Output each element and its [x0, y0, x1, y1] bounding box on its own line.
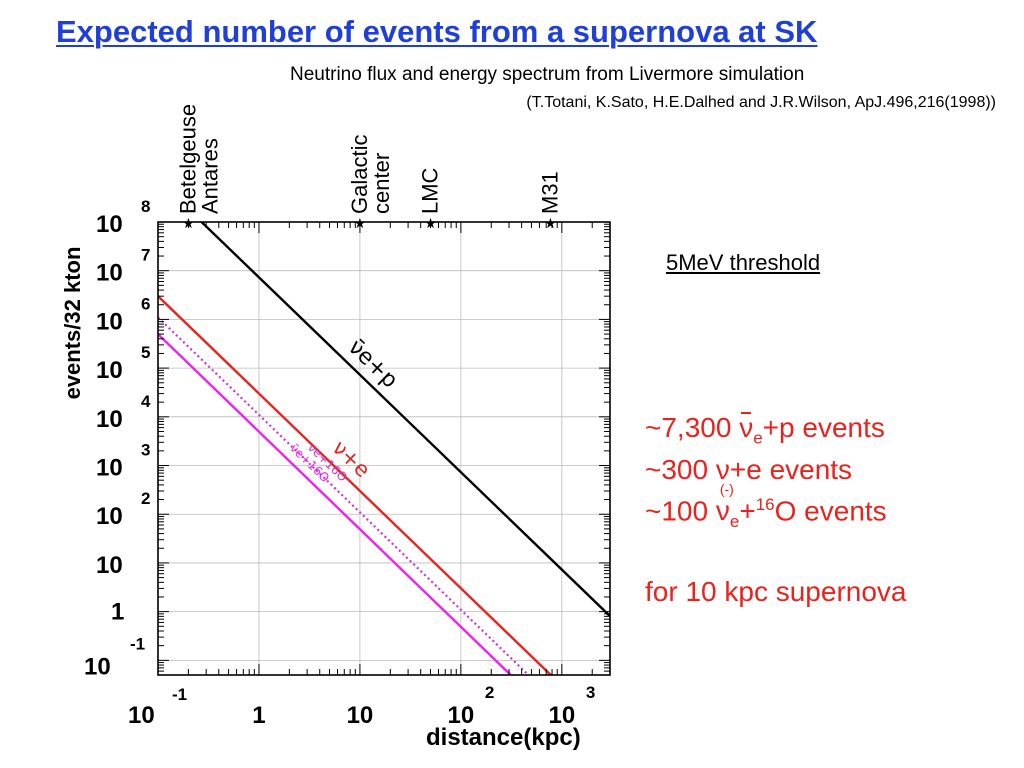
svg-text:-1: -1 [172, 685, 187, 704]
svg-text:10: 10 [96, 211, 123, 238]
source-star-icon: ★ [544, 216, 557, 232]
threshold-label: 5MeV threshold [666, 250, 821, 275]
antineutrino-symbol: ν [739, 412, 754, 443]
ticks [157, 222, 611, 676]
x-tick-label: 10 [347, 702, 374, 729]
source-star-icon: ★ [424, 216, 437, 232]
svg-text:10: 10 [347, 702, 374, 729]
source-label: Betelgeuse [175, 104, 200, 214]
series [158, 222, 610, 675]
svg-text:10: 10 [96, 552, 123, 579]
svg-text:10: 10 [96, 406, 123, 433]
svg-text:2: 2 [141, 489, 150, 508]
svg-text:3: 3 [141, 441, 150, 460]
y-tick-label: 10 2 [96, 489, 150, 530]
y-tick-label: 10 4 [96, 392, 151, 433]
svg-text:10: 10 [96, 503, 123, 530]
source-label: M31 [537, 171, 562, 214]
source-label: LMC [417, 167, 442, 214]
x-tick-label: 1 [252, 702, 265, 729]
svg-text:10: 10 [548, 702, 575, 729]
y-tick-label: 10 [96, 552, 123, 579]
summary-line-antinue-p: ~7,300 νe+p events [645, 412, 885, 448]
source-label: Antares [197, 138, 222, 214]
svg-text:1: 1 [111, 599, 124, 626]
x-tick-label: 10 3 [548, 683, 595, 729]
neutrino-or-antineutrino-symbol: (-) ν [715, 481, 734, 527]
source-star-icon: ★ [182, 216, 195, 232]
svg-text:10: 10 [448, 702, 475, 729]
svg-text:1: 1 [252, 702, 265, 729]
x-tick-label: 10 -1 [128, 685, 187, 729]
curve-label: ν̄e+p [343, 335, 402, 393]
y-tick-label: 10 3 [96, 441, 150, 482]
slide-title: Expected number of events from a superno… [56, 14, 818, 49]
series-line-0 [199, 222, 610, 617]
y-tick-label: 10 5 [96, 343, 150, 384]
x-axis-label: distance(kpc) [426, 724, 581, 751]
reference-citation: (T.Totani, K.Sato, H.E.Dalhed and J.R.Wi… [526, 94, 996, 111]
svg-text:10: 10 [96, 260, 123, 287]
y-tick-label: 1 [111, 599, 124, 626]
source-star-icon: ★ [354, 216, 367, 232]
summary-line-nu-e: ~300 ν+e events [645, 454, 853, 485]
svg-text:3: 3 [586, 683, 595, 702]
summary-line-distance: for 10 kpc supernova [645, 576, 907, 607]
svg-text:10: 10 [96, 308, 123, 335]
svg-text:10: 10 [84, 653, 111, 680]
svg-text:10: 10 [128, 702, 155, 729]
y-tick-label: 10 7 [96, 246, 150, 287]
source-label: Galactic [347, 135, 372, 214]
series-line-3 [158, 333, 513, 675]
svg-text:4: 4 [141, 392, 151, 411]
series-line-1 [158, 295, 553, 675]
grid [157, 222, 610, 675]
svg-text:5: 5 [141, 343, 150, 362]
source-markers: ★BetelgeuseAntares★Galacticcenter★LMC★M3… [175, 104, 562, 232]
svg-text:8: 8 [141, 197, 150, 216]
source-label: center [369, 153, 394, 214]
simulation-source: Neutrino flux and energy spectrum from L… [290, 64, 805, 85]
y-tick-label: 10 8 [96, 197, 150, 238]
y-axis-label: events/32 kton [60, 247, 85, 400]
svg-text:10: 10 [96, 357, 123, 384]
summary-line-nu-o16: ~100 (-) νe+16O events [645, 481, 887, 531]
svg-text:6: 6 [141, 294, 150, 313]
y-tick-label: 10 -1 [84, 634, 145, 680]
svg-text:2: 2 [485, 683, 494, 702]
x-tick-label: 10 2 [448, 683, 495, 729]
svg-text:7: 7 [141, 246, 150, 265]
svg-text:10: 10 [96, 455, 123, 482]
plot-frame [157, 221, 611, 676]
x-tick-labels: 10 -1 1 10 10 2 10 3 [128, 683, 595, 729]
svg-text:-1: -1 [130, 634, 145, 653]
y-tick-label: 10 6 [96, 294, 150, 335]
